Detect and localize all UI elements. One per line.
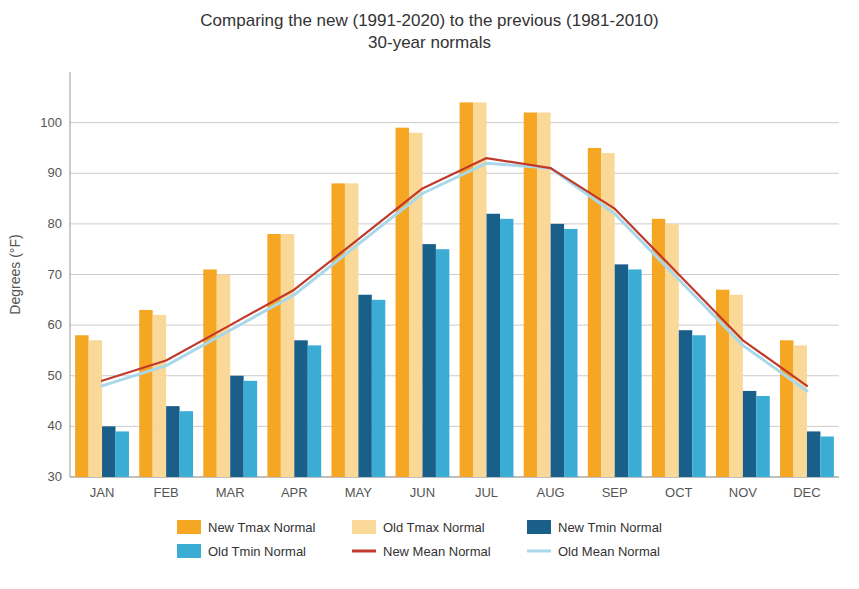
bar xyxy=(267,234,280,477)
bar xyxy=(460,102,473,477)
bar xyxy=(409,133,422,477)
bar xyxy=(217,275,230,478)
bar xyxy=(230,376,243,477)
bar xyxy=(743,391,756,477)
plot-area xyxy=(75,102,834,477)
y-tick-label: 100 xyxy=(40,115,62,130)
bar xyxy=(75,335,88,477)
bar xyxy=(139,310,152,477)
bar xyxy=(436,249,449,477)
x-tick-label: APR xyxy=(281,485,308,500)
bar xyxy=(294,340,307,477)
bar xyxy=(102,426,115,477)
bar xyxy=(794,345,807,477)
x-tick-label: NOV xyxy=(729,485,758,500)
bar-series xyxy=(89,102,807,477)
bar xyxy=(166,406,179,477)
x-tick-label: FEB xyxy=(153,485,178,500)
y-tick-label: 60 xyxy=(48,317,62,332)
bar xyxy=(331,183,344,477)
y-axis-line xyxy=(70,72,71,477)
bar xyxy=(396,128,409,477)
bar xyxy=(345,183,358,477)
chart: Comparing the new (1991-2020) to the pre… xyxy=(0,0,859,589)
bar xyxy=(807,431,820,477)
bar-series xyxy=(75,102,793,477)
bar xyxy=(89,340,102,477)
bar xyxy=(244,381,257,477)
subtitle: 30-year normals xyxy=(368,33,491,52)
grid-line xyxy=(70,122,839,123)
bar-series xyxy=(115,219,833,477)
grid-line xyxy=(70,274,839,275)
x-tick-label: JUN xyxy=(410,485,435,500)
legend-label: Old Mean Normal xyxy=(558,544,660,559)
line xyxy=(102,158,807,386)
bar xyxy=(756,396,769,477)
grid-line xyxy=(70,223,839,224)
bar xyxy=(628,269,641,477)
bar xyxy=(203,269,216,477)
bar xyxy=(729,295,742,477)
legend-swatch xyxy=(527,520,551,534)
bar xyxy=(487,214,500,477)
x-tick-label: JAN xyxy=(90,485,115,500)
bar xyxy=(372,300,385,477)
title: Comparing the new (1991-2020) to the pre… xyxy=(200,11,658,30)
legend-swatch xyxy=(527,550,551,553)
bar xyxy=(358,295,371,477)
y-tick-label: 40 xyxy=(48,418,62,433)
legend-label: Old Tmin Normal xyxy=(208,544,306,559)
y-tick-label: 70 xyxy=(48,267,62,282)
bar xyxy=(820,437,833,478)
bar xyxy=(564,229,577,477)
bar xyxy=(153,315,166,477)
x-tick-label: OCT xyxy=(665,485,693,500)
bar xyxy=(500,219,513,477)
legend-label: New Tmin Normal xyxy=(558,520,662,535)
bar xyxy=(615,264,628,477)
legend-label: Old Tmax Normal xyxy=(383,520,485,535)
legend-label: New Mean Normal xyxy=(383,544,491,559)
x-tick-label: DEC xyxy=(793,485,820,500)
bar xyxy=(551,224,564,477)
y-tick-label: 90 xyxy=(48,165,62,180)
y-tick-label: 80 xyxy=(48,216,62,231)
legend: New Tmax Normal Old Tmax Normal New Tmin N… xyxy=(177,520,662,559)
y-tick-label: 30 xyxy=(48,469,62,484)
x-tick-label: SEP xyxy=(602,485,628,500)
x-tick-label: MAR xyxy=(216,485,245,500)
bar xyxy=(281,234,294,477)
y-tick-label: 50 xyxy=(48,368,62,383)
legend-label: New Tmax Normal xyxy=(208,520,316,535)
bar xyxy=(115,431,128,477)
bar xyxy=(780,340,793,477)
legend-swatch xyxy=(352,520,376,534)
x-tick-label: JUL xyxy=(475,485,498,500)
legend-swatch xyxy=(177,520,201,534)
bar xyxy=(692,335,705,477)
x-tick-label: AUG xyxy=(537,485,565,500)
bar xyxy=(180,411,193,477)
bar xyxy=(422,244,435,477)
legend-swatch xyxy=(177,544,201,558)
bar xyxy=(308,345,321,477)
bar xyxy=(679,330,692,477)
x-tick-label: MAY xyxy=(345,485,373,500)
bar-series xyxy=(102,214,820,477)
line xyxy=(102,163,807,391)
y-axis-label: Degrees (°F) xyxy=(7,234,23,314)
legend-swatch xyxy=(352,550,376,553)
